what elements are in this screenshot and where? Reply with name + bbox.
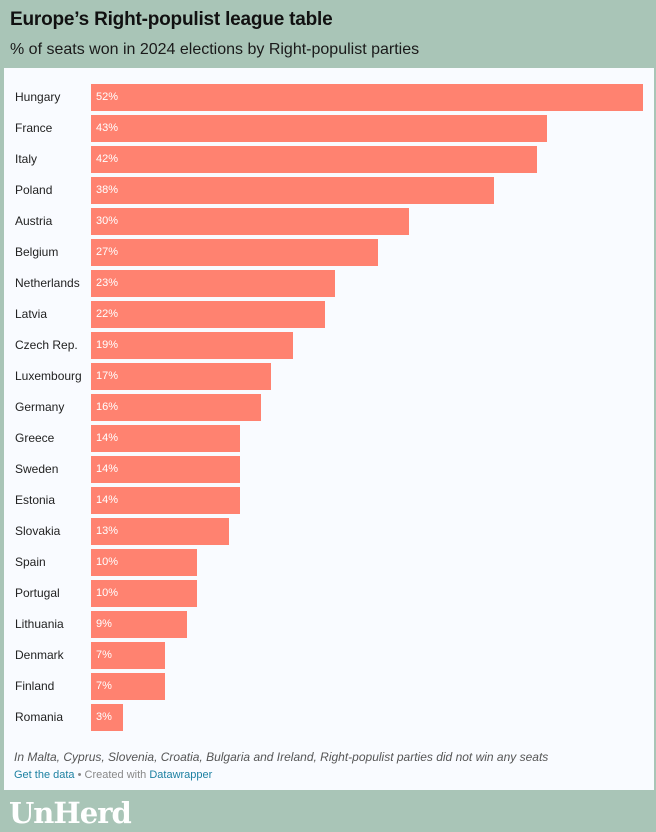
chart-panel: Hungary 52% France 43% Italy 42% Poland 38% Aust… (4, 68, 654, 790)
bar-row: Portugal 10% (4, 580, 654, 607)
value-label: 7% (96, 680, 112, 692)
category-label: Finland (15, 679, 55, 693)
bar: 7% (91, 642, 165, 669)
value-label: 10% (96, 587, 119, 599)
category-label: Estonia (15, 493, 56, 507)
category-label: Belgium (15, 245, 59, 259)
bar-row: Germany 16% (4, 394, 654, 421)
bar-row: Poland 38% (4, 177, 654, 204)
value-label: 13% (96, 525, 119, 537)
category-label: Netherlands (15, 276, 80, 290)
bar: 22% (91, 301, 325, 328)
bar: 14% (91, 456, 240, 483)
category-label: Greece (15, 431, 55, 445)
bar: 9% (91, 611, 187, 638)
bar: 10% (91, 549, 197, 576)
category-label: Romania (15, 710, 64, 724)
value-label: 23% (96, 277, 119, 289)
value-label: 43% (96, 122, 119, 134)
bar-row: Italy 42% (4, 146, 654, 173)
value-label: 14% (96, 494, 119, 506)
value-label: 30% (96, 215, 119, 227)
bar: 10% (91, 580, 197, 607)
bar-row: Slovakia 13% (4, 518, 654, 545)
value-label: 7% (96, 649, 112, 661)
value-label: 3% (96, 711, 112, 723)
value-label: 42% (96, 153, 119, 165)
value-label: 14% (96, 463, 119, 475)
bar: 19% (91, 332, 293, 359)
credit-line: Get the data • Created with Datawrapper (14, 769, 212, 781)
bar-chart: Hungary 52% France 43% Italy 42% Poland 38% Aust… (4, 68, 654, 733)
bar: 17% (91, 363, 271, 390)
bar-row: Latvia 22% (4, 301, 654, 328)
category-label: Italy (15, 152, 38, 166)
value-label: 10% (96, 556, 119, 568)
value-label: 14% (96, 432, 119, 444)
value-label: 17% (96, 370, 119, 382)
datawrapper-link[interactable]: Datawrapper (149, 769, 213, 781)
bar: 30% (91, 208, 409, 235)
value-label: 52% (96, 91, 119, 103)
bar: 16% (91, 394, 261, 421)
category-label: Czech Rep. (15, 338, 78, 352)
bar: 13% (91, 518, 229, 545)
bar: 23% (91, 270, 335, 297)
value-label: 38% (96, 184, 119, 196)
value-label: 27% (96, 246, 119, 258)
bar: 42% (91, 146, 537, 173)
bar-row: Denmark 7% (4, 642, 654, 669)
bar: 43% (91, 115, 547, 142)
category-label: Poland (15, 183, 53, 197)
chart-subtitle: % of seats won in 2024 elections by Righ… (10, 41, 420, 58)
bar: 14% (91, 425, 240, 452)
bar: 7% (91, 673, 165, 700)
bar: 38% (91, 177, 494, 204)
value-label: 19% (96, 339, 119, 351)
bar-row: Sweden 14% (4, 456, 654, 483)
bar-row: Estonia 14% (4, 487, 654, 514)
category-label: Slovakia (15, 524, 61, 538)
unherd-logo: UnHerd (9, 796, 132, 830)
category-label: Germany (15, 400, 65, 414)
bar-row: Luxembourg 17% (4, 363, 654, 390)
category-label: Austria (15, 214, 53, 228)
bar-row: Finland 7% (4, 673, 654, 700)
footnote: In Malta, Cyprus, Slovenia, Croatia, Bul… (14, 750, 549, 764)
value-label: 22% (96, 308, 119, 320)
value-label: 9% (96, 618, 112, 630)
category-label: Hungary (15, 90, 61, 104)
bar-row: Lithuania 9% (4, 611, 654, 638)
bar: 14% (91, 487, 240, 514)
credit-separator: • Created with (74, 769, 150, 781)
category-label: Denmark (15, 648, 64, 662)
category-label: Spain (15, 555, 46, 569)
bar: 27% (91, 239, 378, 266)
category-label: France (15, 121, 53, 135)
bar-row: Greece 14% (4, 425, 654, 452)
category-label: Portugal (15, 586, 60, 600)
bar-row: Netherlands 23% (4, 270, 654, 297)
get-the-data-link[interactable]: Get the data (14, 769, 75, 781)
bar-row: Czech Rep. 19% (4, 332, 654, 359)
category-label: Luxembourg (15, 369, 82, 383)
category-label: Lithuania (15, 617, 64, 631)
bar-row: Hungary 52% (4, 84, 654, 111)
category-label: Latvia (15, 307, 48, 321)
bar: 52% (91, 84, 643, 111)
bar-row: Spain 10% (4, 549, 654, 576)
bar: 3% (91, 704, 123, 731)
bar-row: France 43% (4, 115, 654, 142)
value-label: 16% (96, 401, 119, 413)
bar-row: Austria 30% (4, 208, 654, 235)
category-label: Sweden (15, 462, 59, 476)
chart-title: Europe’s Right-populist league table (10, 9, 333, 30)
bar-row: Romania 3% (4, 704, 654, 731)
bar-row: Belgium 27% (4, 239, 654, 266)
